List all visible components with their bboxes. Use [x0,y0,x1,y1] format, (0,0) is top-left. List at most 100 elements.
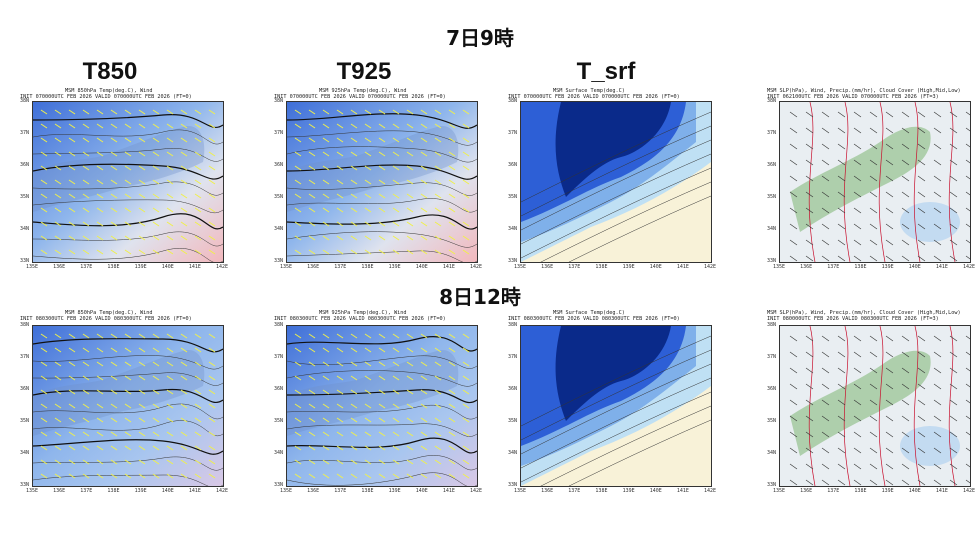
lon-tick-label: 137E [80,264,93,270]
panel-subtitle: INIT 062100UTC FEB 2026 VALID 070000UTC … [767,94,939,100]
lat-tick-label: 34N [274,450,284,456]
lon-tick-label: 137E [827,264,840,270]
lon-tick-label: 138E [854,488,867,494]
lat-tick-label: 35N [20,418,30,424]
lat-tick-label: 36N [767,386,777,392]
lat-tick-label: 37N [767,130,777,136]
lat-tick-label: 38N [508,98,518,104]
lat-tick-label: 35N [508,194,518,200]
lon-tick-label: 139E [881,488,894,494]
lat-tick-label: 38N [20,98,30,104]
lon-tick-label: 135E [280,488,293,494]
map-graphic [33,326,223,486]
map-tsrf [520,101,712,263]
lon-tick-label: 142E [704,264,717,270]
panel-title: MSM 850hPa Temp(deg.C), Wind [65,88,153,94]
lon-tick-label: 140E [908,264,921,270]
lon-tick-label: 141E [676,264,689,270]
lat-tick-label: 34N [767,226,777,232]
lon-tick-label: 141E [442,264,455,270]
lon-tick-label: 138E [854,264,867,270]
lon-tick-label: 135E [26,264,39,270]
lon-tick-label: 136E [541,488,554,494]
lon-tick-label: 135E [514,488,527,494]
lon-tick-label: 141E [188,488,201,494]
lat-tick-label: 33N [508,482,518,488]
lat-tick-label: 38N [20,322,30,328]
lat-tick-label: 33N [767,258,777,264]
map-graphic [287,102,477,262]
lat-tick-label: 36N [508,162,518,168]
lat-tick-label: 34N [508,450,518,456]
lat-tick-label: 37N [508,130,518,136]
lat-tick-label: 36N [20,386,30,392]
lon-tick-label: 138E [107,488,120,494]
panel-title: MSM 925hPa Temp(deg.C), Wind [319,310,407,316]
lon-tick-label: 139E [881,264,894,270]
row-2-heading: 8日12時 [439,285,521,309]
lat-tick-label: 37N [767,354,777,360]
lat-tick-label: 38N [508,322,518,328]
lon-tick-label: 139E [388,488,401,494]
lon-tick-label: 135E [773,264,786,270]
lon-tick-label: 142E [216,264,229,270]
lon-tick-label: 140E [649,264,662,270]
lon-tick-label: 136E [800,488,813,494]
map-graphic [33,102,223,262]
lon-tick-label: 136E [800,264,813,270]
lon-tick-label: 136E [541,264,554,270]
lat-tick-label: 38N [767,322,777,328]
lon-tick-label: 136E [53,264,66,270]
col-label-t925: T925 [336,58,392,85]
lon-tick-label: 137E [80,488,93,494]
lon-tick-label: 141E [188,264,201,270]
lat-tick-label: 36N [767,162,777,168]
lat-tick-label: 33N [274,482,284,488]
lon-tick-label: 141E [676,488,689,494]
lat-tick-label: 37N [20,130,30,136]
lon-tick-label: 139E [388,264,401,270]
lat-tick-label: 35N [767,418,777,424]
lat-tick-label: 33N [508,258,518,264]
panel-subtitle: INIT 070000UTC FEB 2026 VALID 070000UTC … [20,94,192,100]
panel-title: MSM Surface Temp(deg.C) [553,88,625,94]
panel-subtitle: INIT 080000UTC FEB 2026 VALID 080300UTC … [767,316,939,322]
lat-tick-label: 34N [274,226,284,232]
lat-tick-label: 36N [274,386,284,392]
lat-tick-label: 37N [20,354,30,360]
lat-tick-label: 36N [20,162,30,168]
lon-tick-label: 141E [935,488,948,494]
lon-tick-label: 141E [442,488,455,494]
panel-title: MSM 925hPa Temp(deg.C), Wind [319,88,407,94]
lat-tick-label: 35N [274,418,284,424]
lat-tick-label: 33N [274,258,284,264]
panel-subtitle: INIT 080300UTC FEB 2026 VALID 080300UTC … [20,316,192,322]
lat-tick-label: 38N [274,322,284,328]
lat-tick-label: 35N [508,418,518,424]
lat-tick-label: 38N [767,98,777,104]
panel-title: MSM SLP(hPa), Wind, Precip.(mm/hr), Clou… [767,310,961,316]
lon-tick-label: 140E [649,488,662,494]
panel-subtitle: INIT 080300UTC FEB 2026 VALID 080300UTC … [274,316,446,322]
lat-tick-label: 34N [20,226,30,232]
lon-tick-label: 136E [307,488,320,494]
panel-title: MSM Surface Temp(deg.C) [553,310,625,316]
lon-tick-label: 140E [908,488,921,494]
lon-tick-label: 142E [216,488,229,494]
lon-tick-label: 137E [827,488,840,494]
lon-tick-label: 139E [622,488,635,494]
lat-tick-label: 34N [20,450,30,456]
lon-tick-label: 142E [963,488,976,494]
map-tsrf [520,325,712,487]
lon-tick-label: 142E [963,264,976,270]
panel-subtitle: INIT 070000UTC FEB 2026 VALID 070000UTC … [508,94,680,100]
lon-tick-label: 142E [704,488,717,494]
lon-tick-label: 140E [161,264,174,270]
lon-tick-label: 136E [307,264,320,270]
map-graphic [780,102,970,262]
lon-tick-label: 140E [161,488,174,494]
lon-tick-label: 138E [107,264,120,270]
lon-tick-label: 136E [53,488,66,494]
lat-tick-label: 36N [274,162,284,168]
lon-tick-label: 137E [334,264,347,270]
